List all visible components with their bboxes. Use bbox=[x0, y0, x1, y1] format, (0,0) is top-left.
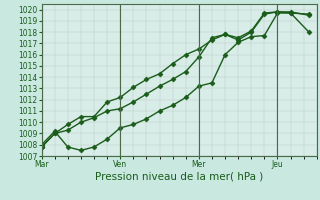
X-axis label: Pression niveau de la mer( hPa ): Pression niveau de la mer( hPa ) bbox=[95, 172, 263, 182]
